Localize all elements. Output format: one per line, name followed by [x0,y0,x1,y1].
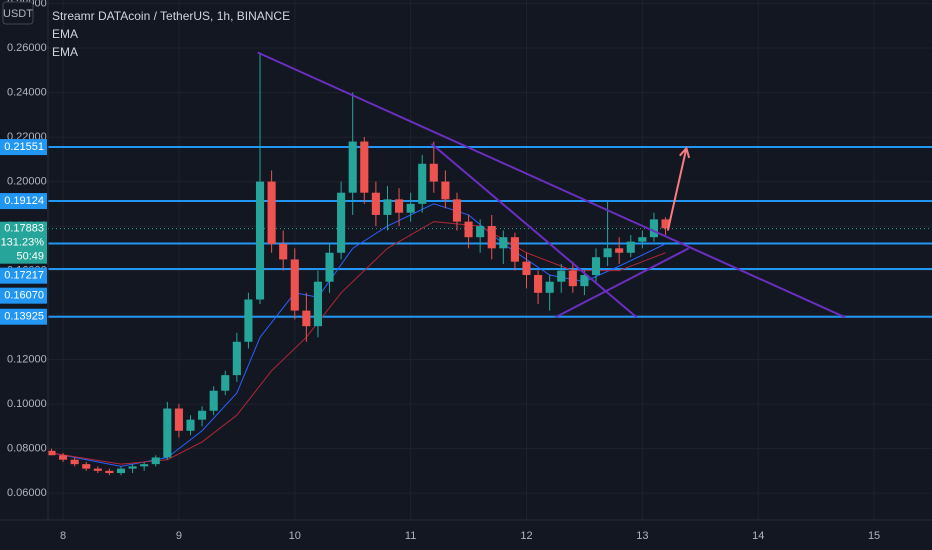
y-tick-label: 0.26000 [7,42,47,54]
candle-body [649,219,658,238]
ema-line [51,221,666,465]
candle-body [93,468,102,471]
price-labels: 0.21551 0.19124 0.17883 131.23% 50:49 0.17217… [0,139,47,325]
candle-body [325,252,334,282]
x-tick-label: 9 [176,530,182,542]
candle-body [302,310,311,327]
y-tick-label: 0.08000 [7,442,47,454]
trendline [430,142,638,319]
candle-body [140,464,149,467]
arrow [666,146,691,231]
price-label: 0.16070 [4,290,44,302]
candle-body [476,226,485,238]
price-label: 0.13925 [4,311,44,323]
axes: 0.060000.080000.100000.120000.140000.160… [7,0,880,542]
candle-body [441,181,450,200]
candle-body [429,163,438,182]
candle-body [510,237,519,262]
candle-body [522,261,531,276]
price-label: 50:49 [16,251,44,263]
candle-body [638,237,647,242]
candle-body [406,203,415,213]
candle-body [487,226,496,249]
candle-body [418,163,427,204]
candle-body [383,199,392,215]
y-tick-label: 0.24000 [7,86,47,98]
candle-body [221,375,230,391]
price-label-box [0,267,47,284]
candle-body [557,270,566,282]
price-label: 0.19124 [4,195,44,207]
trendline [257,51,846,319]
price-label-box [0,287,47,304]
candle-body [394,199,404,213]
x-tick-label: 10 [289,530,301,542]
candle-body [244,299,253,342]
candle-body [267,181,276,244]
candle-body [186,419,195,431]
price-label-box [0,308,47,325]
candle-body [82,464,91,469]
x-tick-label: 15 [868,530,880,542]
x-tick-label: 13 [636,530,648,542]
candle-body [661,219,670,229]
candle-body [313,281,323,327]
candle-body [255,181,265,300]
x-tick-label: 11 [405,530,416,542]
candle-body [209,390,218,411]
candle-body [337,192,346,253]
price-label: 131.23% [1,237,45,249]
candle-body [499,237,508,249]
candle-body [151,457,160,465]
candle-body [116,468,126,474]
candle-body [360,141,369,193]
y-tick-label: 0.12000 [7,353,47,365]
candle-body [59,455,68,460]
price-label: 0.21551 [4,141,44,153]
candle-body [348,141,357,193]
candle-body [48,450,56,456]
candle-body [545,281,554,293]
candle-body [371,192,380,215]
plot-area [48,51,932,476]
price-label: 0.17217 [4,270,44,282]
y-tick-label: 0.06000 [7,487,47,499]
trendline [555,247,690,319]
legend-entry: EMA [52,45,78,59]
price-label: 0.17883 [4,223,44,235]
candle-body [534,275,543,293]
candle-body [591,257,601,276]
candle-body [603,248,612,258]
candle-body [232,341,241,376]
x-tick-label: 12 [520,530,532,542]
candle-body [70,459,79,465]
candle-body [163,408,172,458]
candle-body [626,241,635,253]
price-label-box [0,139,47,156]
candle-body [105,470,114,474]
y-tick-label: 0.10000 [7,398,47,410]
candle-body [128,466,137,469]
unit-box [2,1,34,25]
y-tick-label: 0.20000 [7,175,47,187]
x-tick-label: 14 [752,530,764,542]
candle-body [279,243,288,260]
candle-body [290,259,299,311]
candle-body [580,275,589,287]
price-label-box [0,221,47,264]
price-label-box [0,193,47,210]
candle-body [615,248,624,253]
unit-label: USDT [3,8,33,20]
candle-body [174,408,183,431]
candle-body [452,199,462,222]
x-tick-label: 8 [60,530,66,542]
candle-body [464,221,473,238]
chart-title: Streamr DATAcoin / TetherUS, 1h, BINANCE [52,9,290,23]
candle-body [198,410,207,420]
legend-entry: EMA [52,27,78,41]
candle-body [568,270,577,287]
